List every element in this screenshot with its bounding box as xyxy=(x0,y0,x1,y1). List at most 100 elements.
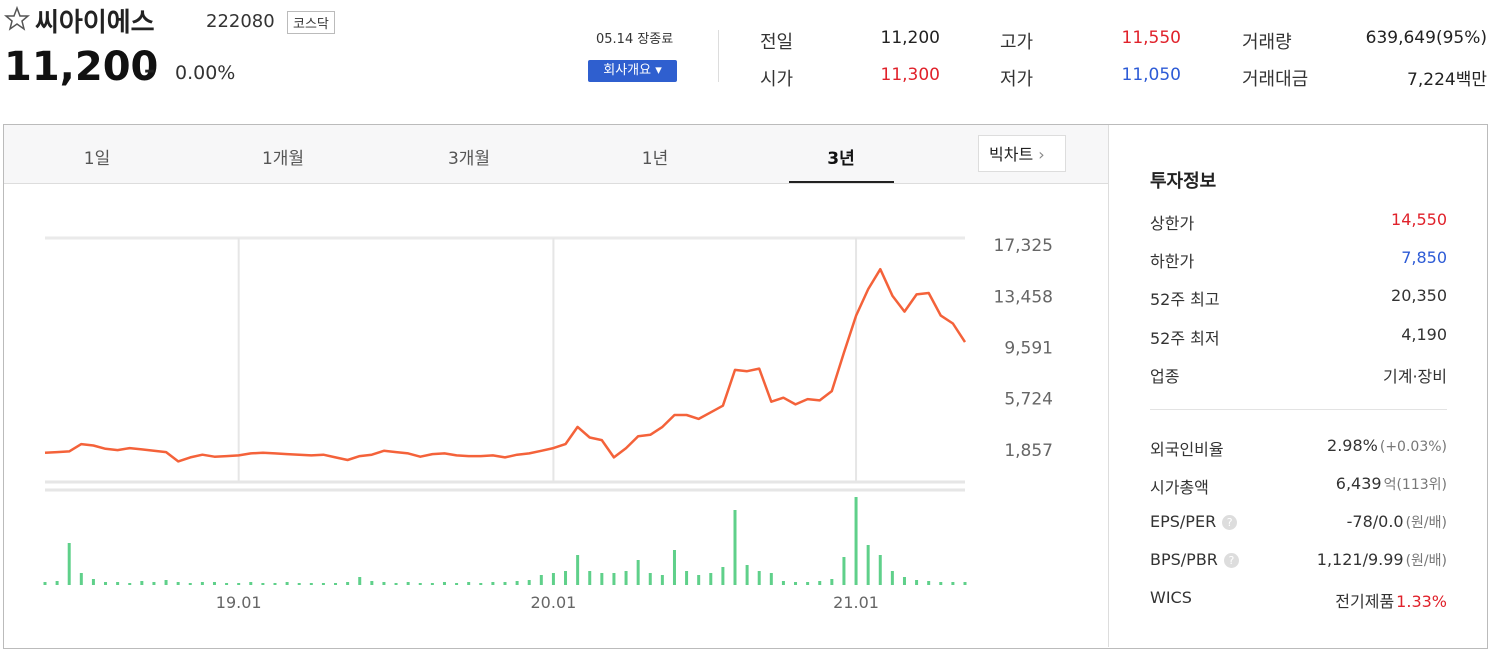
invest-label-text: 업종 xyxy=(1150,367,1180,386)
volume-bar xyxy=(672,550,676,585)
active-underline xyxy=(789,181,894,183)
volume-bar xyxy=(503,582,507,585)
invest-label: 상한가 xyxy=(1150,210,1194,234)
tab[interactable]: 3년 xyxy=(827,149,855,169)
volume-bar xyxy=(491,582,495,585)
volume-bar xyxy=(285,582,289,585)
invest-label: 52주 최고 xyxy=(1150,286,1220,310)
volume-bar xyxy=(551,573,555,585)
volume-bar xyxy=(709,573,713,585)
price: 11,200 xyxy=(4,44,159,90)
volume-bar xyxy=(624,571,628,585)
stock-name: 씨아이에스 xyxy=(35,8,155,38)
volume-bar xyxy=(636,560,640,585)
help-icon: ? xyxy=(1222,515,1238,530)
volume-bar xyxy=(963,582,967,585)
volume-bar xyxy=(842,557,846,585)
volume-bar xyxy=(818,581,822,585)
quote-value: 639,649(95%) xyxy=(1365,28,1487,48)
quote-value: 11,200 xyxy=(880,28,940,48)
price-line xyxy=(44,267,967,463)
volume-bar xyxy=(418,583,422,585)
volume-bar xyxy=(442,582,446,585)
volume-bar xyxy=(660,575,664,585)
invest-value: -78/0.0 xyxy=(1346,512,1404,531)
big-chart-button[interactable]: 빅차트 › xyxy=(978,135,1066,172)
invest-label: BPS/PBR? xyxy=(1150,550,1239,570)
invest-label: 시가총액 xyxy=(1150,474,1209,498)
invest-row: EPS/PER? -78/0.0 (원/배) xyxy=(1150,512,1447,532)
favorite-star[interactable] xyxy=(4,6,30,32)
quote-label: 고가 xyxy=(1000,32,1034,53)
x-tick-label: 20.01 xyxy=(531,593,577,612)
tab[interactable]: 1개월 xyxy=(261,149,305,169)
y-tick-label: 13,458 xyxy=(994,287,1053,307)
quote-label: 시가 xyxy=(760,69,794,90)
stock-code: 222080 xyxy=(206,11,275,32)
quote-label: 거래대금 xyxy=(1242,69,1309,90)
volume-bar xyxy=(854,497,858,585)
volume-bar xyxy=(539,575,543,585)
invest-divider xyxy=(1150,409,1447,410)
invest-value-wrap: 20,350 xyxy=(1391,286,1447,310)
volume-bar xyxy=(176,582,180,585)
chart-box xyxy=(3,124,1488,649)
market-status: 05.14 장종료 xyxy=(596,32,674,47)
volume-bar xyxy=(370,581,374,585)
volume-bar xyxy=(794,582,798,585)
invest-note: 1.33% xyxy=(1396,592,1447,611)
big-chart-label: 빅차트 xyxy=(989,145,1034,164)
invest-value: 20,350 xyxy=(1391,286,1447,305)
volume-bar xyxy=(67,543,71,585)
volume-bar xyxy=(806,582,810,585)
volume-bar xyxy=(769,573,773,585)
y-tick-label: 17,325 xyxy=(994,236,1053,256)
volume-bar xyxy=(527,580,531,585)
invest-label-text: 시가총액 xyxy=(1150,478,1209,497)
tab-bar xyxy=(4,125,1108,184)
volume-bar xyxy=(902,577,906,585)
invest-value-wrap: 14,550 xyxy=(1391,210,1447,234)
tab[interactable]: 1년 xyxy=(641,149,669,169)
quote-label: 전일 xyxy=(760,32,794,53)
invest-value-wrap: -78/0.0 (원/배) xyxy=(1347,512,1447,532)
invest-title: 투자정보 xyxy=(1150,171,1217,192)
volume-bar xyxy=(455,583,459,585)
invest-label-text: 외국인비율 xyxy=(1150,440,1224,459)
volume-bar xyxy=(334,583,338,585)
volume-bar xyxy=(261,583,265,585)
invest-value: 14,550 xyxy=(1391,210,1447,229)
invest-value: 7,850 xyxy=(1401,248,1447,267)
invest-row: WICS 전기제품 1.33% xyxy=(1150,588,1447,612)
company-button[interactable]: 회사개요 ▾ xyxy=(588,60,677,82)
invest-value: 기계·장비 xyxy=(1383,367,1447,386)
volume-bar xyxy=(382,582,386,585)
invest-label: 업종 xyxy=(1150,363,1179,387)
invest-value-wrap: 1,121/9.99 (원/배) xyxy=(1317,550,1447,570)
tab[interactable]: 3개월 xyxy=(447,149,491,169)
volume-bar xyxy=(467,582,471,585)
volume-bar xyxy=(685,571,689,585)
volume-bar xyxy=(576,555,580,585)
volume-bar xyxy=(721,567,725,585)
volume-bar xyxy=(212,582,216,585)
volume-bar xyxy=(745,565,749,585)
invest-value: 전기제품 xyxy=(1335,592,1395,611)
invest-value-wrap: 4,190 xyxy=(1401,325,1447,349)
volume-bar xyxy=(297,583,301,585)
invest-row: 52주 최저 4,190 xyxy=(1150,325,1447,349)
volume-bar xyxy=(697,575,701,585)
change-mark: – xyxy=(144,58,155,83)
volume-bar xyxy=(394,583,398,585)
tab[interactable]: 1일 xyxy=(83,149,111,169)
volume-bar xyxy=(890,571,894,585)
invest-label-text: 52주 최저 xyxy=(1150,329,1220,348)
volume-bar xyxy=(564,571,568,585)
volume-bar xyxy=(152,582,156,585)
volume-bar xyxy=(757,571,761,585)
volume-bar xyxy=(140,581,144,585)
volume-bar xyxy=(406,582,410,585)
quote-value: 11,300 xyxy=(880,65,940,85)
volume-bar xyxy=(309,583,313,585)
